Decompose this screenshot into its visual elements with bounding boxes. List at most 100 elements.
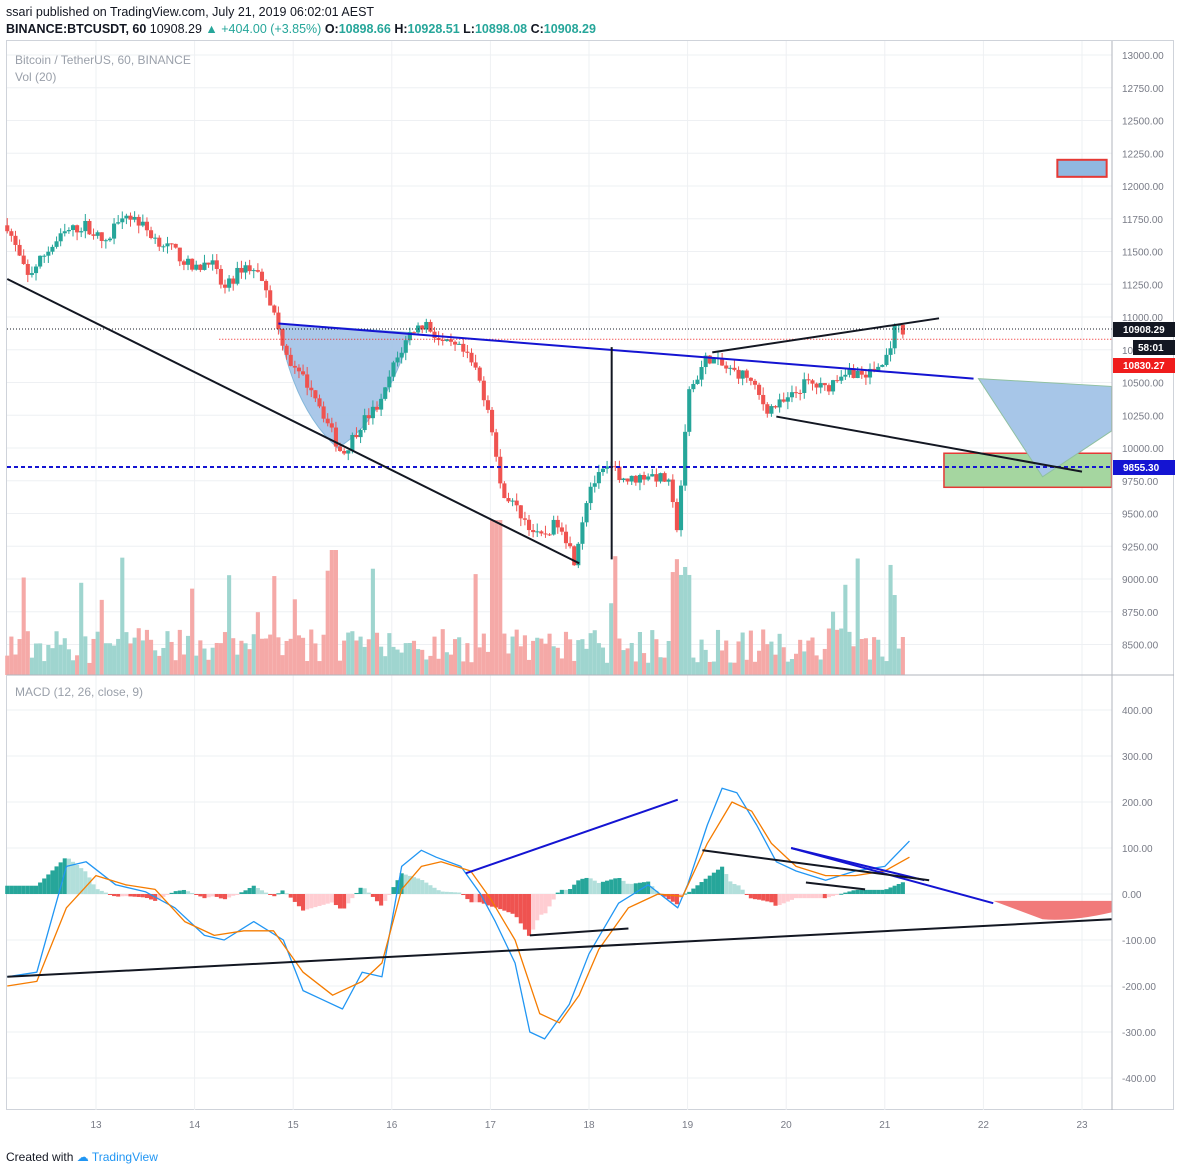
macd-histogram-bar [190,892,195,894]
candle-body [350,435,355,451]
candle-body [329,423,334,428]
volume-bar [428,655,433,675]
macd-histogram-bar [502,894,507,911]
candle-body [210,260,215,265]
candle-body [687,389,692,432]
candle-body [506,498,511,502]
macd-histogram-bar [559,889,564,894]
candle-body [851,368,856,379]
candle-body [703,355,708,368]
volume-bar [642,653,647,675]
volume-bar [695,662,700,675]
macd-histogram-bar [99,890,104,894]
candle-body [720,357,725,366]
macd-histogram-bar [588,878,593,894]
candle-body [744,370,749,378]
candle-body [658,473,663,482]
candle-body [276,312,281,330]
macd-histogram-bar [785,894,790,902]
candle-body [112,223,117,239]
candle-body [428,321,433,332]
countdown-tag: 58:01 [1133,340,1175,355]
pair-legend: Bitcoin / TetherUS, 60, BINANCE [15,53,191,67]
y-tick-label: 8750.00 [1122,608,1159,619]
tradingview-brand[interactable]: TradingView [91,1150,158,1164]
volume-bar [337,660,343,675]
candle-body [313,390,318,399]
macd-histogram-bar [769,894,774,903]
candle-body [33,266,39,274]
candle-body [370,406,375,419]
macd-trend-black-small [805,881,866,891]
pattern-shapes [277,158,1113,489]
candle-body [325,418,330,424]
y-tick-label: 9000.00 [1122,575,1159,586]
candle-body [855,370,860,379]
macd-histogram-bar [867,889,873,894]
candle-body [440,340,445,342]
macd-histogram-bar [140,894,145,898]
svg-text:58:01: 58:01 [1138,343,1164,354]
macd-histogram-bar [354,892,359,894]
macd-histogram-bar [798,894,803,899]
candle-body [876,366,881,372]
candle-body [625,478,630,482]
y-tick-label: 10500.00 [1122,379,1164,390]
y-tick-label: 11750.00 [1122,215,1163,226]
macd-histogram-bar [847,891,852,894]
candle-body [559,527,564,532]
candle-body [596,472,601,484]
volume-bar [87,662,92,675]
last-price-tag: 10908.29 [1113,322,1175,337]
grid [7,41,1112,1110]
macd-histogram-bar [752,894,758,900]
signal-line [7,801,910,1024]
candle-body [309,387,314,391]
macd-histogram-bar [728,881,733,894]
macd-histogram-bar [650,886,655,894]
candle-body [301,371,306,375]
candle-body [498,456,503,484]
macd-histogram-bar [720,866,725,894]
macd-histogram-bar [818,894,823,899]
volume-bar [473,574,478,675]
candle-body [128,215,133,220]
candle-body [29,273,34,275]
volume-bar [169,641,174,675]
candle-body [140,221,145,226]
macd-histogram-bar [810,894,815,899]
price-level-lines [7,328,1112,468]
volume-bar [342,640,347,675]
volume-bar [724,640,729,675]
macd-histogram-bar [473,894,478,903]
volume-bar [374,632,380,675]
volume-bar [411,640,417,675]
volume-bar [535,637,540,675]
macd-histogram-bar [715,869,721,894]
macd-histogram-bar [313,894,318,908]
x-tick-label: 23 [1076,1120,1088,1131]
candle-body [374,406,380,410]
x-tick-label: 13 [90,1120,102,1131]
macd-histogram-bar [342,894,347,909]
macd-histogram-bar [494,894,499,908]
candle-body [761,394,766,405]
macd-histogram-bar [149,894,154,900]
volume-bar [399,652,404,675]
volume-bar [296,635,302,675]
volume-bar [358,636,363,675]
candle-body [50,246,55,252]
volume-bar [317,661,322,675]
volume-bar [247,649,252,675]
created-with-text: Created with [6,1150,74,1164]
volume-bar [190,588,195,675]
candle-body [346,450,351,454]
volume-bar [880,656,885,675]
candle-body [847,368,852,375]
target-box-green [943,452,1113,489]
volume-bar [859,639,864,675]
candle-body [17,244,22,256]
volume-bar [794,653,799,675]
macd-histogram-bar [416,878,421,894]
